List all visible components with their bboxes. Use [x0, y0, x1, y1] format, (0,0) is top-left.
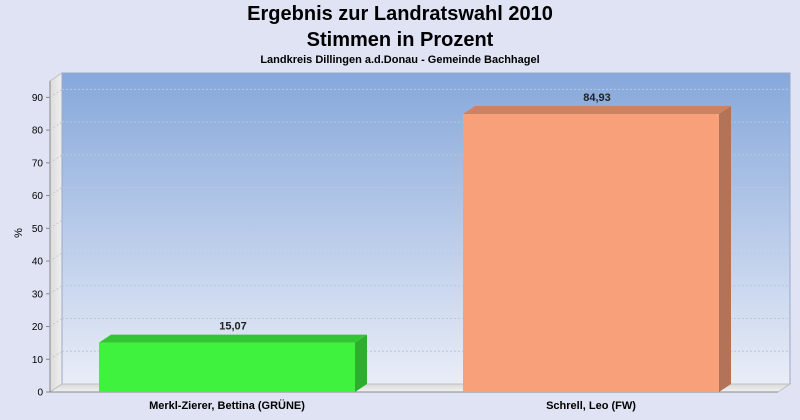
x-tick-label: Merkl-Zierer, Bettina (GRÜNE) [149, 399, 305, 412]
gridline-wall [49, 154, 63, 164]
bar-top [99, 334, 367, 343]
data-label: 15,07 [219, 321, 247, 333]
bar-side [355, 334, 367, 392]
gridline-wall [49, 252, 63, 262]
y-tick-label: 30 [32, 289, 44, 300]
plot-side-wall [49, 72, 63, 393]
y-tick-label: 80 [32, 126, 44, 137]
gridline-wall [49, 350, 63, 360]
gridline-wall [49, 219, 63, 229]
y-tick-label: 0 [37, 388, 43, 399]
y-tick-label: 90 [32, 93, 44, 104]
gridline-wall [49, 121, 63, 131]
y-tick-label: 40 [32, 257, 44, 268]
bar-top [463, 105, 731, 114]
chart-title-line-2: Stimmen in Prozent [306, 29, 494, 51]
chart-title: Ergebnis zur Landratswahl 2010 [247, 3, 553, 25]
y-tick-label: 10 [32, 355, 44, 366]
gridline-wall [49, 88, 63, 98]
gridline-wall [49, 318, 63, 327]
gridline-wall [49, 187, 63, 196]
chart-subtitle: Landkreis Dillingen a.d.Donau - Gemeinde… [260, 54, 540, 66]
bar [99, 334, 367, 392]
bar-front [463, 113, 719, 392]
data-label: 84,93 [583, 92, 611, 104]
x-tick-label: Schrell, Leo (FW) [546, 400, 636, 412]
bar [463, 105, 731, 392]
y-tick-label: 50 [32, 224, 44, 235]
y-tick-label: 60 [32, 191, 44, 202]
gridline-wall [49, 285, 63, 295]
bar-front [99, 342, 355, 392]
y-tick-label: 70 [32, 158, 44, 169]
y-axis-label: % [13, 228, 25, 238]
bar-side [719, 105, 731, 392]
y-tick-label: 20 [32, 322, 44, 333]
